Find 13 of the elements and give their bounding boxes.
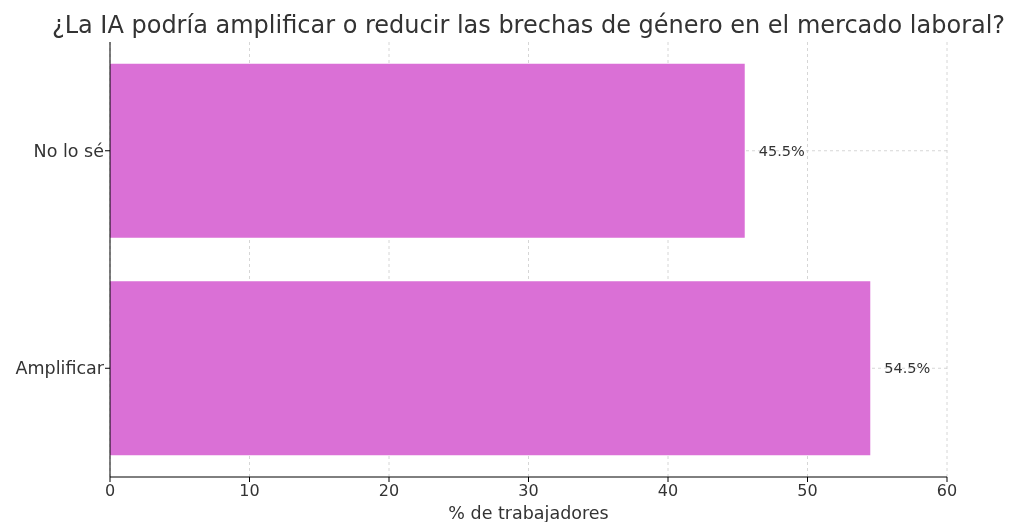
x-tick-label: 0	[104, 481, 116, 500]
data-label: 54.5%	[884, 360, 931, 377]
y-tick-label: Amplificar	[15, 358, 105, 379]
x-tick-label: 20	[378, 481, 400, 500]
x-axis-title: % de trabajadores	[448, 503, 609, 522]
x-tick-label: 30	[518, 481, 539, 500]
x-tick-label: 60	[936, 481, 958, 500]
data-label: 45.5%	[758, 142, 805, 159]
x-tick-label: 50	[797, 481, 818, 500]
x-tick-label: 10	[239, 481, 260, 500]
y-tick-label: No lo sé	[33, 140, 104, 161]
x-tick-label: 40	[657, 481, 679, 500]
chart-title: ¿La IA podría amplificar o reducir las brechas de género en el mercado laboral?	[51, 11, 1006, 39]
